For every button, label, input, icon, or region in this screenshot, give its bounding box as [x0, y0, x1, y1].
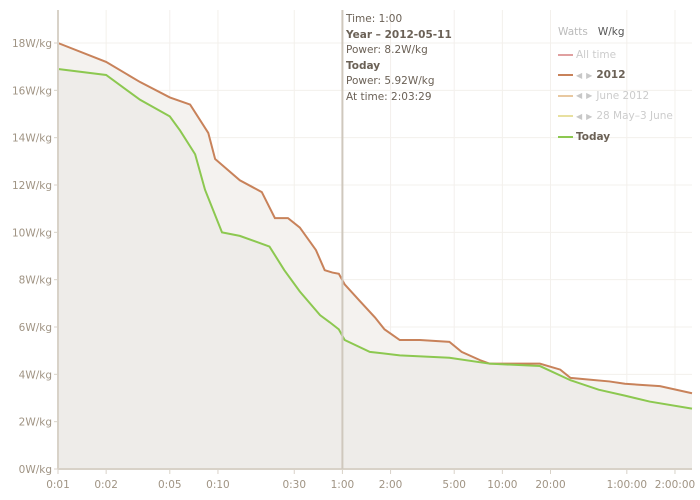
y-tick-label: 2W/kg — [19, 417, 52, 429]
legend: Watts W/kg All time ◀ ▶ 2012 ◀ ▶ June 2012 ◀ ▶ 28… — [558, 22, 673, 147]
legend-swatch — [558, 135, 573, 138]
x-tick-label: 2:00 — [379, 479, 403, 491]
y-tick-label: 0W/kg — [19, 464, 52, 476]
prev-arrow-icon[interactable]: ◀ — [576, 111, 583, 121]
tooltip-today-power: Power: 5.92W/kg — [346, 75, 435, 87]
x-tick-label: 0:05 — [158, 479, 182, 491]
x-tick-label: 1:00:00 — [607, 479, 647, 491]
unit-watts-toggle[interactable]: Watts — [558, 26, 588, 39]
y-tick-label: 10W/kg — [12, 227, 52, 239]
prev-arrow-icon[interactable]: ◀ — [576, 70, 583, 80]
y-tick-label: 12W/kg — [12, 180, 52, 192]
x-tick-label: 1:00 — [331, 479, 355, 491]
y-tick-label: 16W/kg — [12, 85, 52, 97]
prev-arrow-icon[interactable]: ◀ — [576, 91, 583, 101]
legend-swatch — [558, 74, 573, 77]
next-arrow-icon[interactable]: ▶ — [586, 70, 593, 80]
series-line-today — [57, 68, 693, 410]
x-tick-label: 2:00:00 — [655, 479, 695, 491]
tooltip: Time: 1:00 Year – 2012-05-11 Power: 8.2W… — [346, 12, 452, 105]
legend-label: All time — [576, 48, 617, 61]
x-tick-label: 10:00 — [487, 479, 517, 491]
y-tick-label: 8W/kg — [19, 275, 52, 287]
legend-item-0[interactable]: All time — [558, 45, 673, 66]
x-tick-label: 5:00 — [442, 479, 466, 491]
unit-wkg-toggle[interactable]: W/kg — [597, 26, 625, 39]
next-arrow-icon[interactable]: ▶ — [586, 111, 593, 121]
legend-item-2[interactable]: ◀ ▶ June 2012 — [558, 86, 673, 107]
x-tick-label: 0:30 — [282, 479, 306, 491]
next-arrow-icon[interactable]: ▶ — [586, 91, 593, 101]
x-tick-label: 0:01 — [46, 479, 70, 491]
legend-label: June 2012 — [596, 89, 650, 102]
y-tick-label: 4W/kg — [19, 369, 52, 381]
tooltip-year: Year – 2012-05-11 — [346, 28, 452, 41]
today-area-fill — [58, 69, 692, 470]
legend-item-3[interactable]: ◀ ▶ 28 May–3 June — [558, 106, 673, 127]
tooltip-time: Time: 1:00 — [346, 13, 403, 25]
legend-label: 2012 — [596, 69, 626, 82]
x-tick-label: 0:02 — [94, 479, 118, 491]
y-tick-label: 18W/kg — [12, 38, 52, 50]
tooltip-at-time: At time: 2:03:29 — [346, 90, 432, 103]
x-tick-label: 0:10 — [206, 479, 230, 491]
legend-label: 28 May–3 June — [596, 110, 673, 123]
y-tick-label: 14W/kg — [12, 133, 52, 145]
tooltip-year-power: Power: 8.2W/kg — [346, 44, 428, 56]
series-line-2012 — [57, 42, 693, 395]
x-tick-label: 20:00 — [535, 479, 565, 491]
legend-item-1[interactable]: ◀ ▶ 2012 — [558, 65, 673, 86]
legend-swatch — [558, 53, 573, 56]
legend-item-4[interactable]: Today — [558, 127, 673, 148]
legend-label: Today — [576, 130, 611, 143]
legend-swatch — [558, 94, 573, 97]
tooltip-today: Today — [346, 59, 381, 72]
legend-swatch — [558, 115, 573, 118]
y-tick-label: 6W/kg — [19, 322, 52, 334]
